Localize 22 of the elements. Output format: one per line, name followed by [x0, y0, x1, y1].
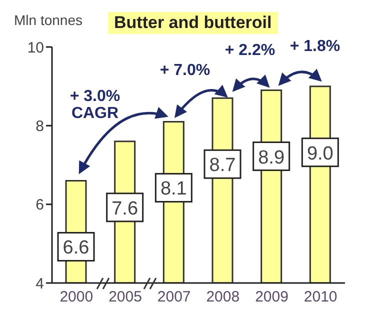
data-label: 8.9: [258, 147, 285, 168]
x-tick-label: 2008: [206, 288, 240, 306]
x-tick-label: 2000: [60, 288, 94, 306]
annotation: + 7.0%: [158, 62, 212, 79]
y-tick-label: 4: [36, 275, 44, 292]
data-label: 8.1: [160, 178, 187, 200]
y-axis-title: Mln tonnes: [14, 12, 82, 28]
x-tick-label: 2009: [255, 288, 288, 306]
data-label: 9.0: [306, 143, 334, 164]
x-tick-label: 2007: [157, 288, 191, 306]
x-tick-label: 2005: [108, 288, 142, 306]
annotation: + 3.0% CAGR: [68, 88, 122, 122]
y-tick-label: 10: [27, 39, 44, 56]
chart-title: Butter and butteroil: [108, 12, 278, 34]
data-label: 8.7: [209, 155, 236, 176]
y-tick-label: 6: [36, 196, 44, 214]
y-tick-label: 8: [36, 118, 44, 135]
data-label: 6.6: [62, 238, 90, 259]
x-tick-label: 2010: [304, 288, 338, 306]
data-label: 7.6: [112, 198, 138, 220]
annotation: + 1.8%: [288, 38, 342, 55]
annotation: + 2.2%: [224, 42, 276, 59]
